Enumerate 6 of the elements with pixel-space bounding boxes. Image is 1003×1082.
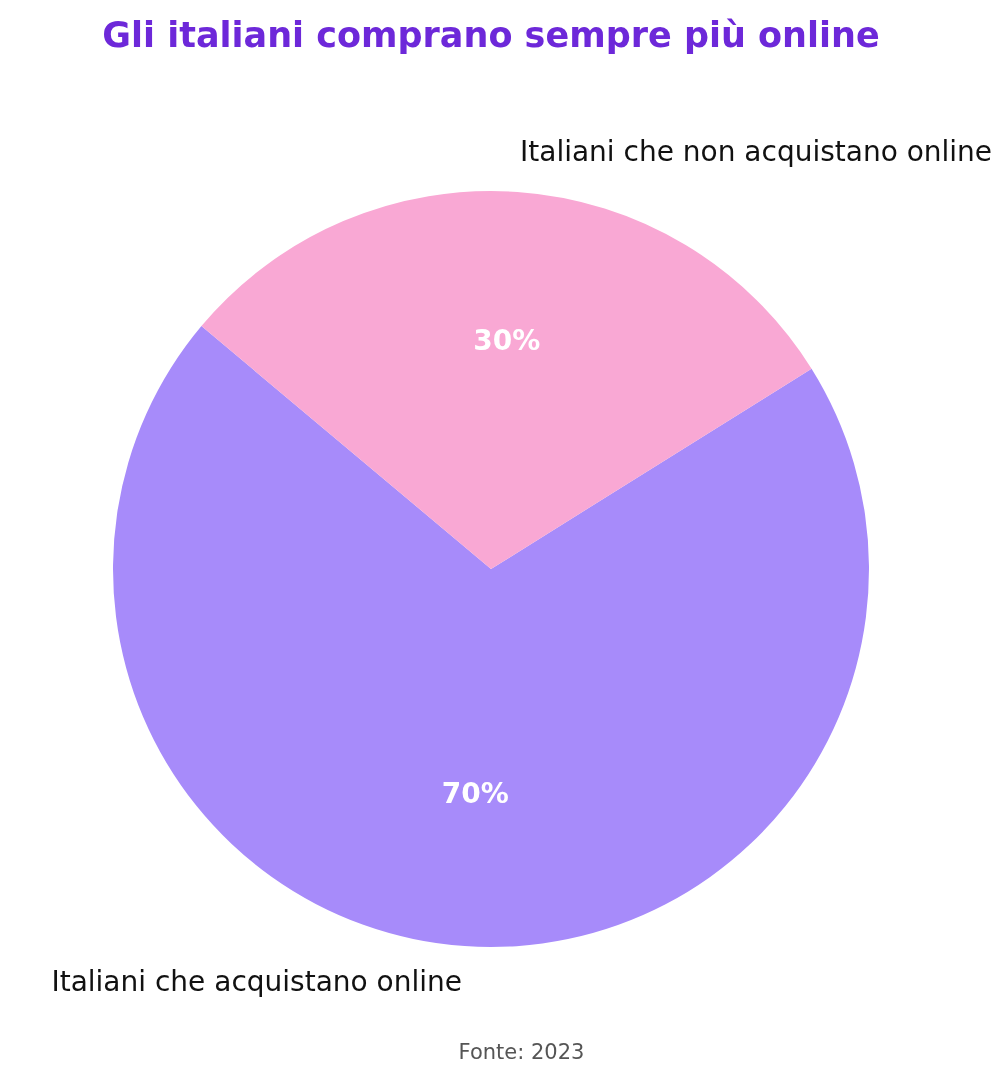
slice-label: Italiani che acquistano online [51,965,462,999]
data-label: 30% [473,324,541,358]
chart-title: Gli italiani comprano sempre più online [101,14,881,57]
slice-label: Italiani che non acquistano online [520,135,993,169]
data-label: 70% [441,776,509,810]
source-note: Fonte: 2023 [457,1039,586,1066]
